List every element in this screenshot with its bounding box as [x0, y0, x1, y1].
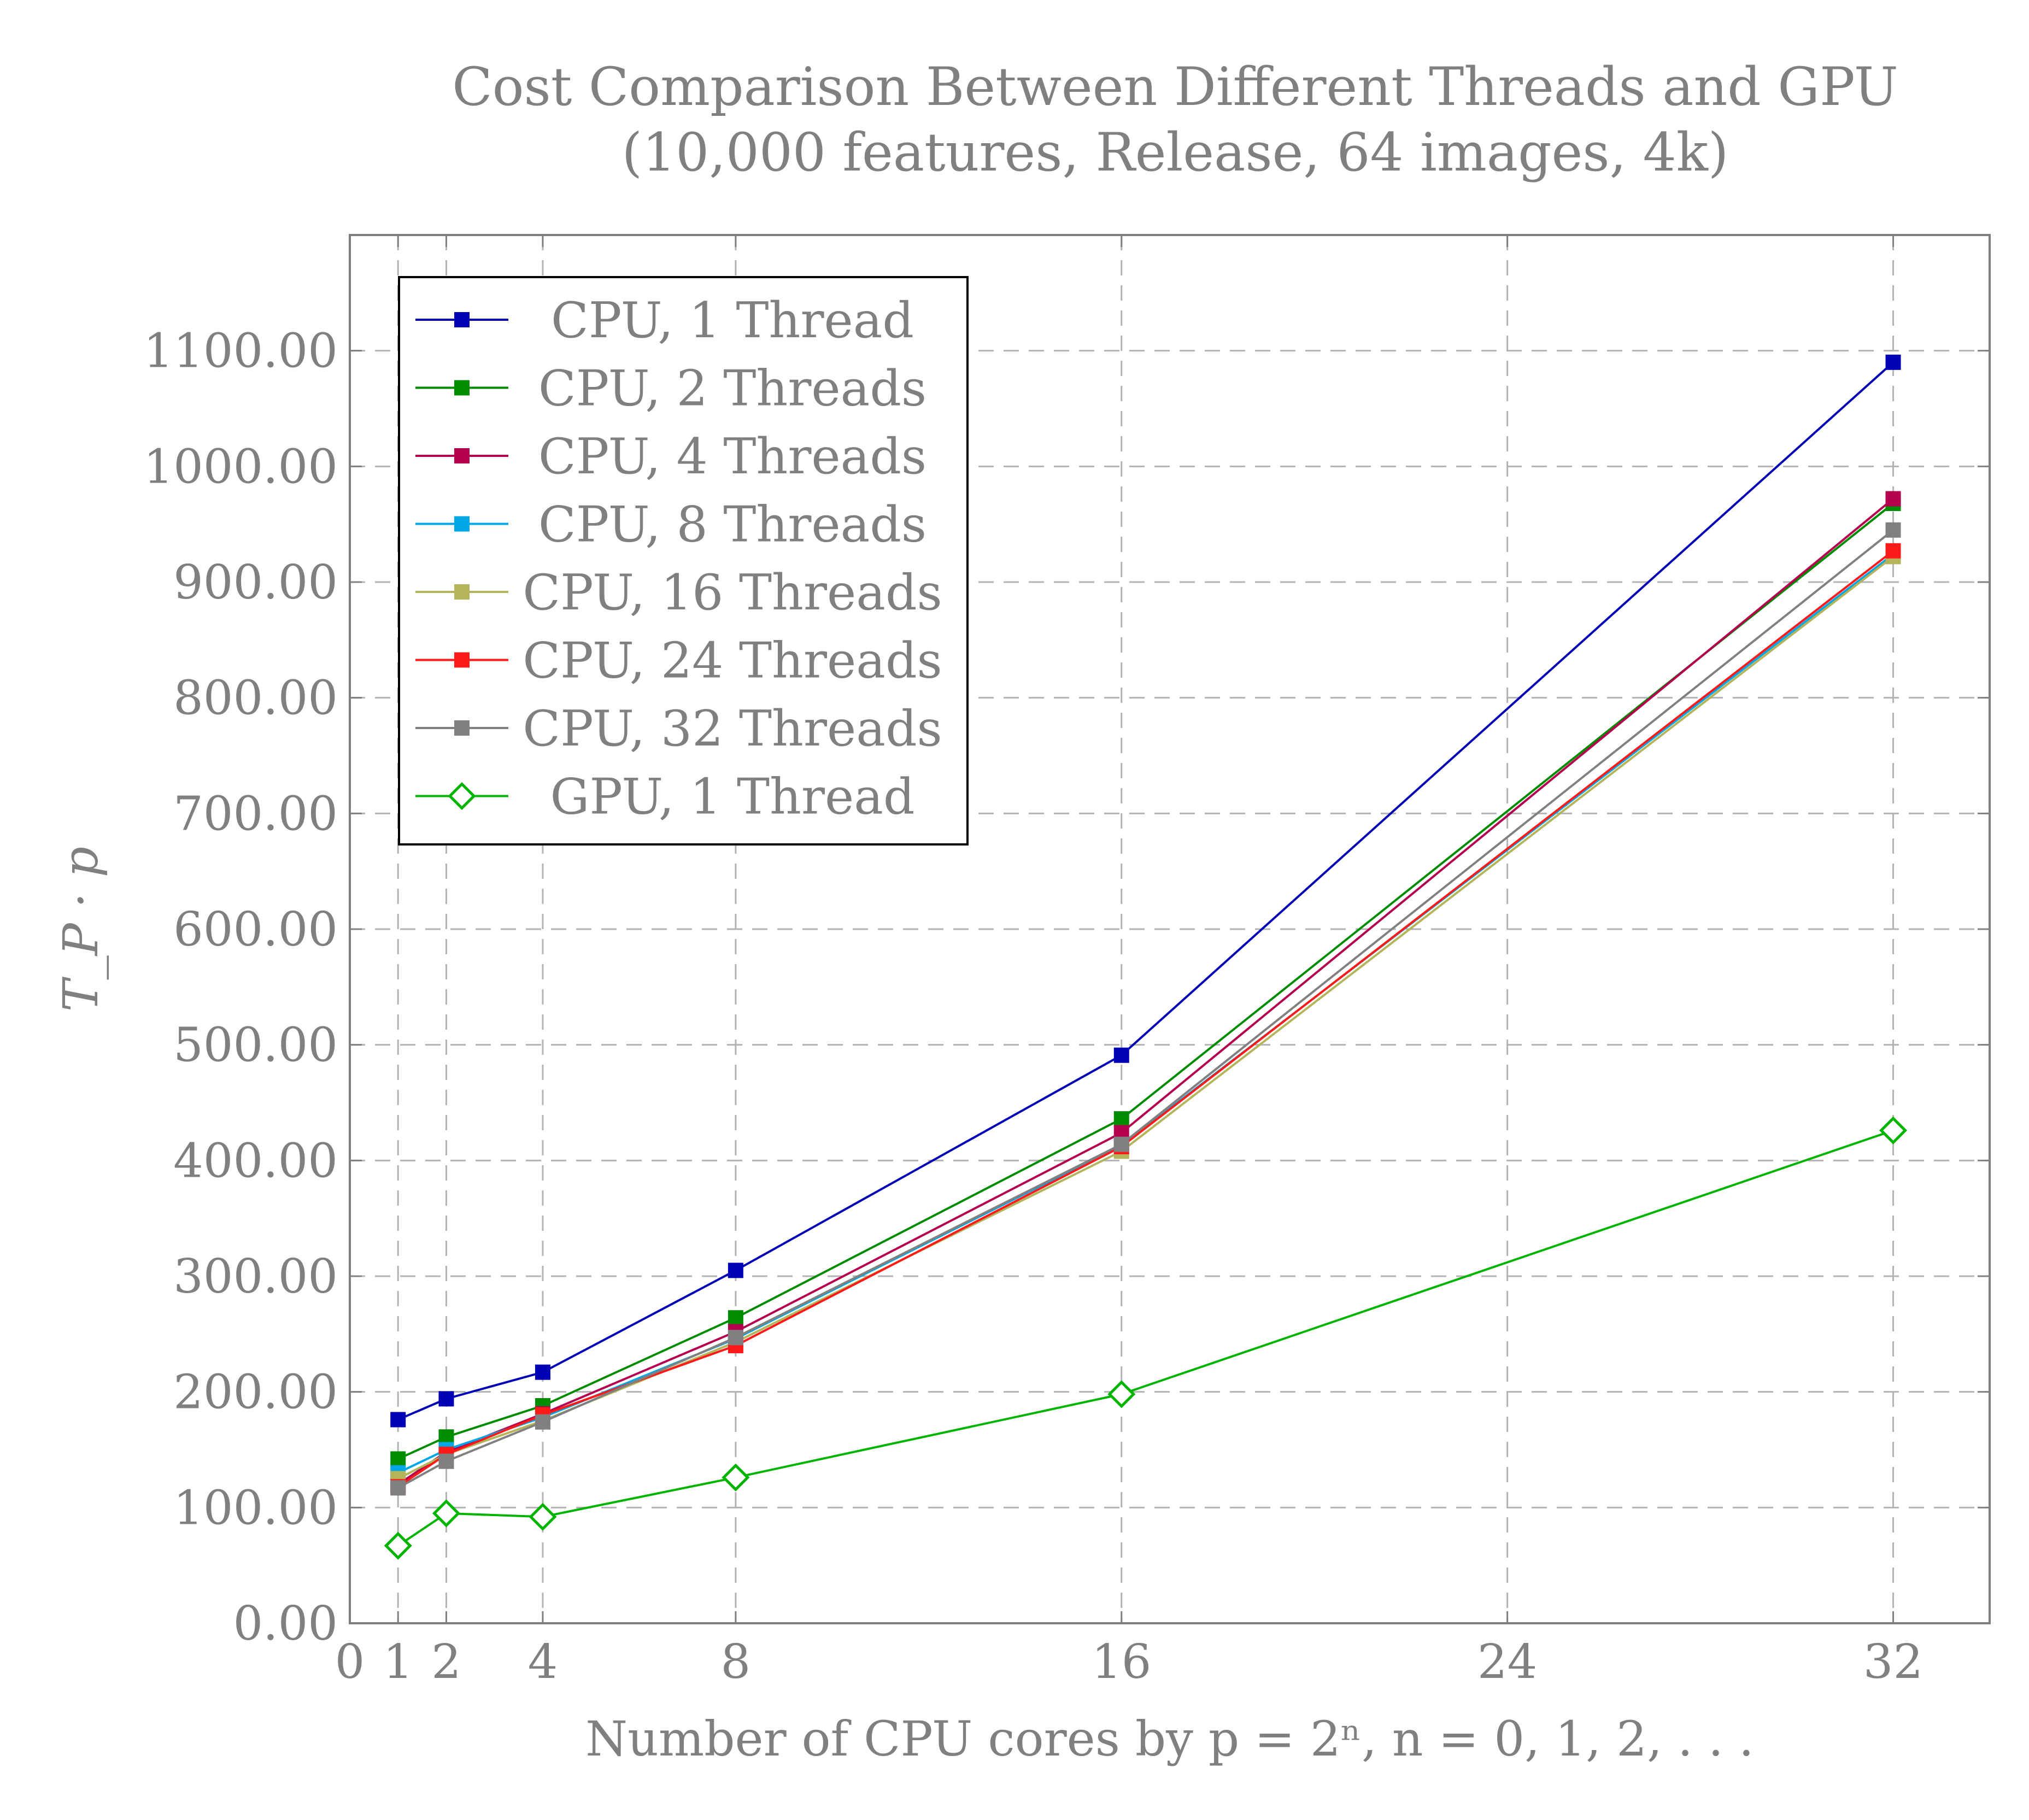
y-tick-label: 500.00: [173, 1018, 338, 1073]
data-point: [728, 1330, 743, 1346]
data-point: [722, 1463, 750, 1492]
legend-label: CPU, 8 Threads: [538, 496, 926, 554]
legend-marker: [454, 448, 470, 463]
series-8: [384, 1116, 1908, 1560]
data-point: [535, 1414, 550, 1430]
x-axis-label: Number of CPU cores by p = 2ⁿ, n = 0, 1,…: [585, 1711, 1754, 1767]
legend-entry: CPU, 2 Threads: [415, 360, 926, 418]
y-tick-label: 300.00: [173, 1249, 338, 1304]
data-point: [390, 1412, 406, 1428]
legend-entry: CPU, 16 Threads: [415, 564, 942, 621]
data-point: [384, 1531, 412, 1560]
legend-entry: CPU, 4 Threads: [415, 428, 926, 485]
data-point: [1113, 1136, 1129, 1152]
legend-marker: [454, 312, 470, 327]
data-point: [1885, 543, 1901, 559]
series-group: [384, 354, 1908, 1560]
y-tick-label: 600.00: [173, 902, 338, 957]
legend-marker: [454, 720, 470, 736]
data-point: [1885, 491, 1901, 507]
legend-entry: CPU, 24 Threads: [415, 632, 942, 690]
legend-entry: CPU, 1 Thread: [415, 292, 914, 349]
y-tick-label: 1100.00: [143, 324, 338, 379]
axis-ticks: 0.00 100.00 200.00 300.00 400.00 500.00 600.00…: [143, 235, 1990, 1689]
data-point: [1885, 522, 1901, 538]
data-point: [1885, 354, 1901, 370]
legend-label: CPU, 16 Threads: [523, 564, 942, 621]
x-tick-label: 4: [528, 1635, 558, 1689]
chart-subtitle: (10,000 features, Release, 64 images, 4k…: [622, 122, 1729, 183]
x-tick-label: 16: [1092, 1635, 1151, 1689]
x-tick-label: 32: [1863, 1635, 1923, 1689]
legend-marker: [448, 782, 476, 811]
data-point: [728, 1310, 743, 1326]
chart-title: Cost Comparison Between Different Thread…: [452, 56, 1898, 118]
legend-marker: [454, 516, 470, 532]
legend-label: CPU, 1 Thread: [551, 292, 914, 349]
data-point: [432, 1499, 461, 1528]
legend-entry: CPU, 8 Threads: [415, 496, 926, 554]
series-line: [397, 529, 1894, 1489]
data-point: [438, 1453, 454, 1469]
y-tick-label: 1000.00: [143, 439, 338, 494]
series-line: [397, 1129, 1894, 1547]
data-point: [529, 1502, 557, 1531]
data-point: [1107, 1380, 1136, 1408]
legend-label: CPU, 4 Threads: [538, 428, 926, 485]
legend-marker: [454, 584, 470, 600]
data-point: [535, 1364, 550, 1380]
y-tick-label: 200.00: [173, 1365, 338, 1420]
legend-box: [398, 276, 969, 846]
y-tick-label: 0.00: [233, 1596, 338, 1651]
legend-label: CPU, 32 Threads: [523, 700, 942, 758]
data-point: [1879, 1116, 1908, 1144]
series-line: [397, 502, 1894, 1460]
x-tick-label: 0: [335, 1635, 365, 1689]
y-tick-label: 900.00: [173, 555, 338, 610]
data-point: [390, 1451, 406, 1467]
y-tick-label: 800.00: [173, 671, 338, 726]
y-tick-label: 100.00: [173, 1481, 338, 1535]
x-tick-label: 2: [431, 1635, 461, 1689]
series-line: [397, 361, 1894, 1421]
legend: CPU, 1 Thread CPU, 2 Threads CPU, 4 Thread…: [398, 276, 969, 846]
x-tick-label: 8: [721, 1635, 751, 1689]
legend-label: CPU, 2 Threads: [538, 360, 926, 418]
series-1: [390, 354, 1901, 1428]
data-point: [1113, 1111, 1129, 1127]
legend-label: CPU, 24 Threads: [523, 632, 942, 690]
grid: [350, 235, 1990, 1623]
data-point: [390, 1480, 406, 1496]
y-tick-label: 700.00: [173, 786, 338, 841]
data-point: [438, 1391, 454, 1407]
y-axis-label: T_P · p: [52, 847, 109, 1012]
legend-entry: CPU, 32 Threads: [415, 700, 942, 758]
legend-marker: [454, 380, 470, 396]
data-point: [728, 1263, 743, 1278]
legend-label: GPU, 1 Thread: [550, 768, 914, 826]
y-tick-label: 400.00: [173, 1134, 338, 1188]
legend-marker: [454, 652, 470, 668]
x-tick-label: 1: [383, 1635, 413, 1689]
series-7: [390, 522, 1901, 1496]
legend-entry: GPU, 1 Thread: [415, 768, 915, 826]
x-tick-label: 24: [1477, 1635, 1537, 1689]
data-point: [1113, 1047, 1129, 1063]
